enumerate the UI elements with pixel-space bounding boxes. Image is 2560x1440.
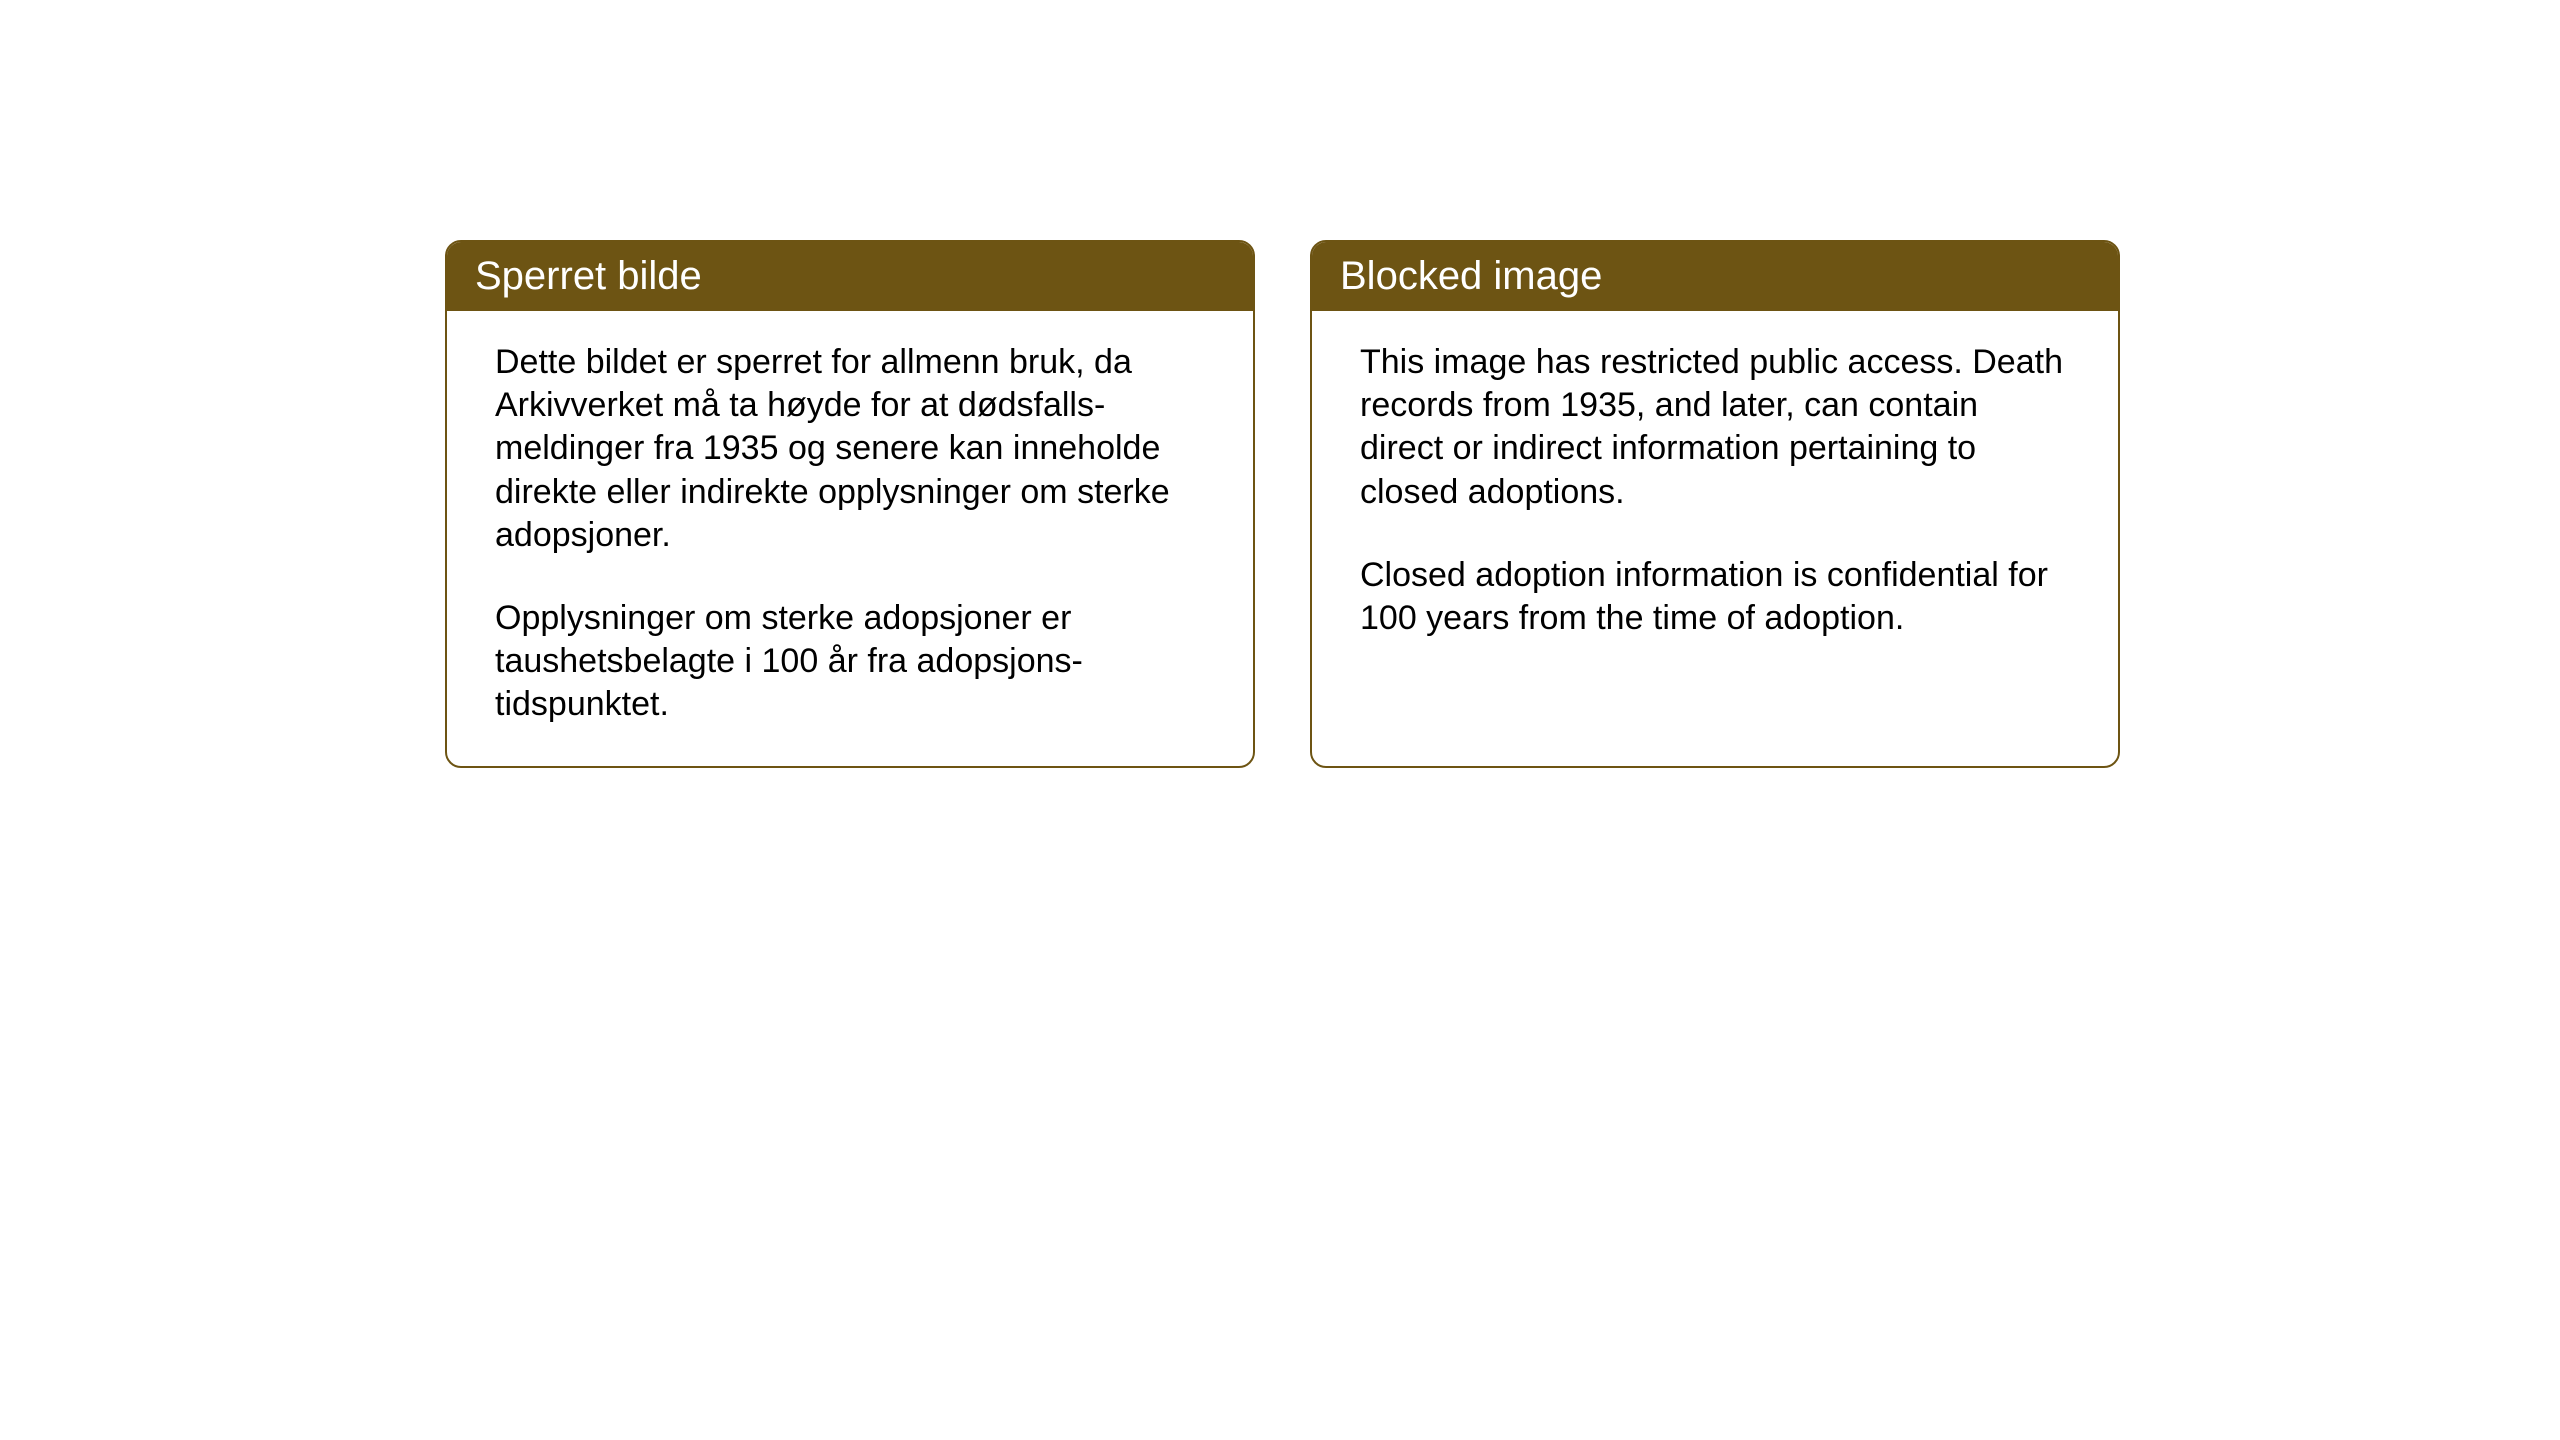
notice-body-english: This image has restricted public access.… [1312, 311, 2118, 741]
notice-header-norwegian: Sperret bilde [447, 242, 1253, 311]
notice-paragraph-1-english: This image has restricted public access.… [1360, 341, 2070, 514]
notice-paragraph-2-norwegian: Opplysninger om sterke adopsjoner er tau… [495, 597, 1205, 727]
notice-title-english: Blocked image [1340, 254, 1602, 298]
notice-body-norwegian: Dette bildet er sperret for allmenn bruk… [447, 311, 1253, 766]
notice-paragraph-2-english: Closed adoption information is confident… [1360, 554, 2070, 640]
notice-title-norwegian: Sperret bilde [475, 254, 702, 298]
notice-box-norwegian: Sperret bilde Dette bildet er sperret fo… [445, 240, 1255, 768]
notice-paragraph-1-norwegian: Dette bildet er sperret for allmenn bruk… [495, 341, 1205, 557]
notice-header-english: Blocked image [1312, 242, 2118, 311]
notice-box-english: Blocked image This image has restricted … [1310, 240, 2120, 768]
notice-container: Sperret bilde Dette bildet er sperret fo… [445, 240, 2120, 768]
